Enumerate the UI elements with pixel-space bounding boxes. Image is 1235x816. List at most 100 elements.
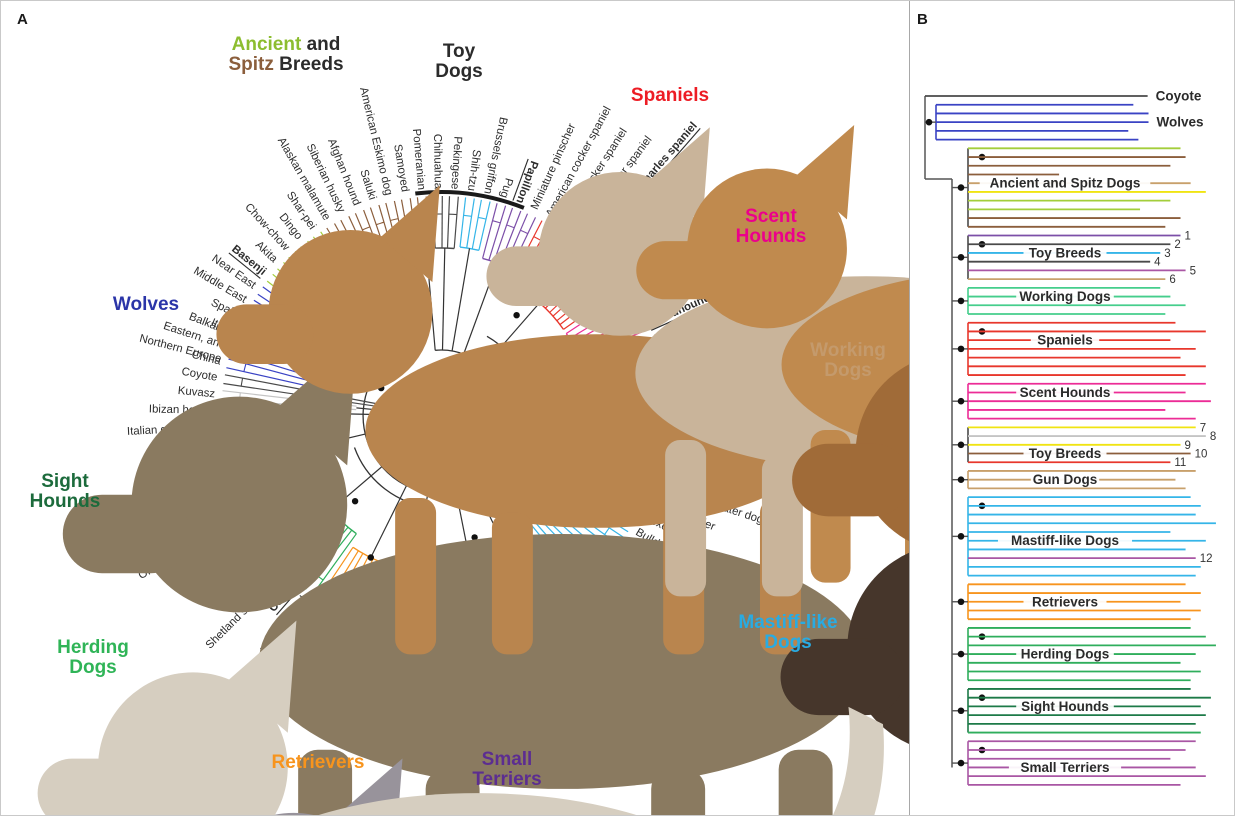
node-dot [957,476,965,483]
node-dot [957,345,965,353]
breed-label: Pug [498,177,515,200]
breed-label: Shih-tzu [465,149,482,192]
label-backing [1016,646,1114,662]
tip-number: 5 [1190,265,1196,277]
group-label-word-breeds: Breeds [273,54,344,75]
branch-arc [477,216,487,220]
branch [453,196,459,249]
branch-arc [492,220,501,224]
label-backing [1008,759,1122,775]
label-backing [1023,446,1107,462]
branch [471,199,482,250]
label-backing [997,533,1133,549]
group-label-toy-dogs: Toy Dogs [435,41,483,82]
tip-number: 7 [1200,422,1206,434]
breed-label: Pomeranian [410,128,427,190]
clade-label: Coyote [1156,89,1202,104]
clade-label: Small Terriers [1020,760,1109,775]
tip-number: 8 [1210,431,1216,443]
panel-a: Pomeranian Chihuahua Pekingese Shih-tzu Brus… [1,1,909,816]
clade-label: Wolves [1157,115,1204,130]
branch [482,203,498,259]
branch-arc [390,218,399,222]
group-label-word-spitz: Spitz [228,54,274,75]
breed-label: Kuvasz [177,385,216,401]
tip-number: 11 [1174,457,1186,469]
group-label-word-ancient: Ancient [231,34,302,55]
clade-label: Spaniels [1037,333,1093,348]
group-label-small-terriers: Small Terriers [472,749,542,790]
tip-number: 1 [1185,231,1191,243]
tip-number: 12 [1200,553,1213,565]
branch-arc [362,226,371,231]
branch [446,196,451,249]
node-dot [513,312,520,319]
tip-number: 10 [1195,449,1208,461]
branch [493,207,514,262]
node-dot [957,441,965,449]
branch-arc [376,221,385,226]
panel-divider [909,1,910,815]
group-label-retrievers: Retrievers [271,752,365,773]
group-label-word-and: and [301,34,341,55]
branch-arc [243,363,247,372]
node-dot [957,297,965,305]
group-label-ancient-spitz-breeds: Ancient and Spitz Breeds [228,35,343,75]
tip-number: 4 [1154,257,1161,269]
node-dot [957,184,965,191]
group-label-scent-hounds: Scent Hounds [735,206,807,247]
branch [312,533,357,595]
breed-label: Samoyed [391,143,411,192]
panel-b: Coyote Wolves Ancient and Spitz Dogs 1 2 3 Toy… [910,1,1234,815]
tip-number: 2 [1174,239,1180,251]
node-dot [957,533,965,540]
node-dot [925,118,933,126]
branch [459,197,467,248]
label-backing [1016,698,1114,714]
node-dot [957,254,965,261]
branch [441,247,446,351]
group-label-spaniels: Spaniels [630,85,710,106]
label-backing [979,175,1151,191]
clade-label: Scent Hounds [1020,385,1111,400]
branch-arc [604,527,610,535]
group-label-sight-hounds: Sight Hounds [29,471,101,512]
clade-label: Toy Breeds [1029,446,1102,461]
node-dot [367,554,374,561]
tip-number: 3 [1164,248,1170,260]
breed-label: Pekingese [448,136,463,190]
branch-arc [506,224,515,229]
node-dot [957,650,965,658]
branch-arc [463,214,472,217]
clade-label: Toy Breeds [1029,245,1102,260]
node-dot [957,598,965,606]
branch [488,205,507,261]
branch-arc [240,377,244,387]
node-dot [957,707,965,715]
panel-a-letter: A [17,11,28,28]
clade-label: Working Dogs [1019,289,1110,304]
label-backing [1030,332,1100,348]
circular-phylogram: Pomeranian Chihuahua Pekingese Shih-tzuBrus… [1,86,909,816]
breed-label: Chihuahua [431,134,444,190]
clade-label: Gun Dogs [1033,472,1098,487]
label-backing [1030,472,1100,488]
branch-arc [520,229,529,235]
group-label-working-dogs: Working Dogs [810,340,886,381]
group-label-herding-dogs: Herding Dogs [57,637,129,678]
panel-b-letter: B [917,11,928,28]
tip-number: 9 [1185,440,1191,452]
clade-label: Ancient and Spitz Dogs [990,176,1141,191]
branch-arc [415,190,525,210]
branch [451,248,471,352]
branch [370,474,413,558]
node-dot [351,498,359,505]
branch [478,201,491,251]
clade-label: Sight Hounds [1021,699,1109,714]
label-backing [1016,289,1114,305]
node-dot [957,397,965,405]
group-label-wolves: Wolves [112,294,180,315]
